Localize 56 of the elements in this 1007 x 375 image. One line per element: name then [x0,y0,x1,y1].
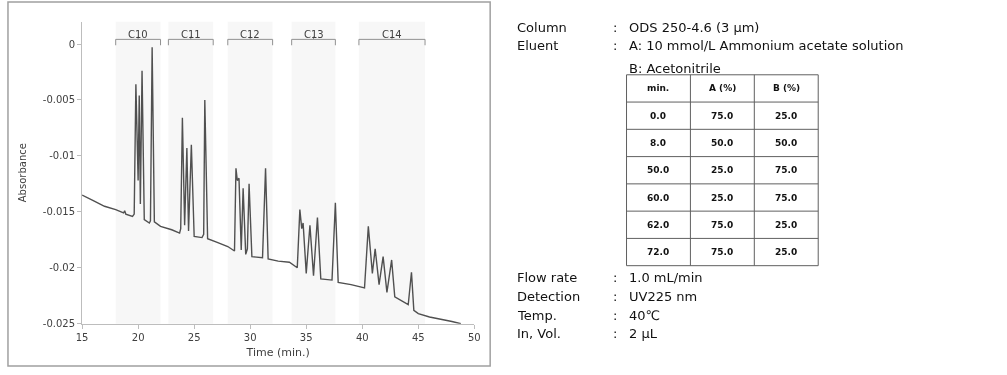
text: 75.0 [711,220,734,230]
category-label: B (%) [773,83,801,93]
y-tick-label: -0.02 [49,262,76,274]
y-tick-label: -0.025 [42,318,76,330]
text: 75.0 [775,193,798,203]
text: 25.0 [775,111,798,121]
text: 75.0 [711,111,734,121]
text: 50.0 [647,165,670,175]
x-tick-label: 45 [411,331,425,343]
x-tick-label: 40 [355,331,369,343]
text: : UV225 nm [613,289,698,304]
y-tick-label: -0.005 [42,94,76,106]
band-label: C12 [240,29,260,40]
y-tick-label: 0 [68,38,76,50]
text: : 2 μL [613,326,658,341]
text: Temp. [517,308,557,323]
text: Detection [517,289,581,304]
text: 50.0 [711,138,734,148]
band-label: C10 [128,29,148,40]
text: Eluent [517,38,559,53]
text: : 40℃ [613,308,661,323]
x-tick-label: 50 [467,331,481,343]
text: B: Acetonitrile [629,61,721,76]
x-tick-label: 20 [131,331,145,343]
text: 8.0 [650,138,666,148]
text: 75.0 [711,247,734,257]
y-tick-label: -0.01 [49,150,76,162]
text: 0.0 [650,111,666,121]
text: 72.0 [647,247,670,257]
y-tick-label: -0.015 [42,206,76,218]
text: : A: 10 mmol/L Ammonium acetate solution [613,38,904,53]
category-label: A (%) [709,83,737,93]
x-tick-label: 15 [75,331,89,343]
category-label: min. [647,83,670,93]
text: Column [517,20,567,35]
y-axis-title: Absorbance [16,143,28,203]
text: 50.0 [775,138,798,148]
band-label: C14 [382,29,402,40]
text: In, Vol. [517,326,561,341]
band-label: C11 [181,29,201,40]
text: 62.0 [647,220,670,230]
line-series [82,46,462,324]
text: 25.0 [775,220,798,230]
text: 60.0 [647,193,670,203]
x-axis-title: Time (min.) [245,345,310,359]
x-tick-label: 25 [187,331,201,343]
text: 25.0 [711,193,734,203]
band-label: C13 [304,29,324,40]
text: 25.0 [775,247,798,257]
text: Flow rate [517,270,578,285]
text: : 1.0 mL/min [613,270,703,285]
text: 25.0 [711,165,734,175]
text: : ODS 250-4.6 (3 μm) [613,20,760,35]
x-tick-label: 30 [243,331,257,343]
text: 75.0 [775,165,798,175]
x-tick-label: 35 [299,331,313,343]
